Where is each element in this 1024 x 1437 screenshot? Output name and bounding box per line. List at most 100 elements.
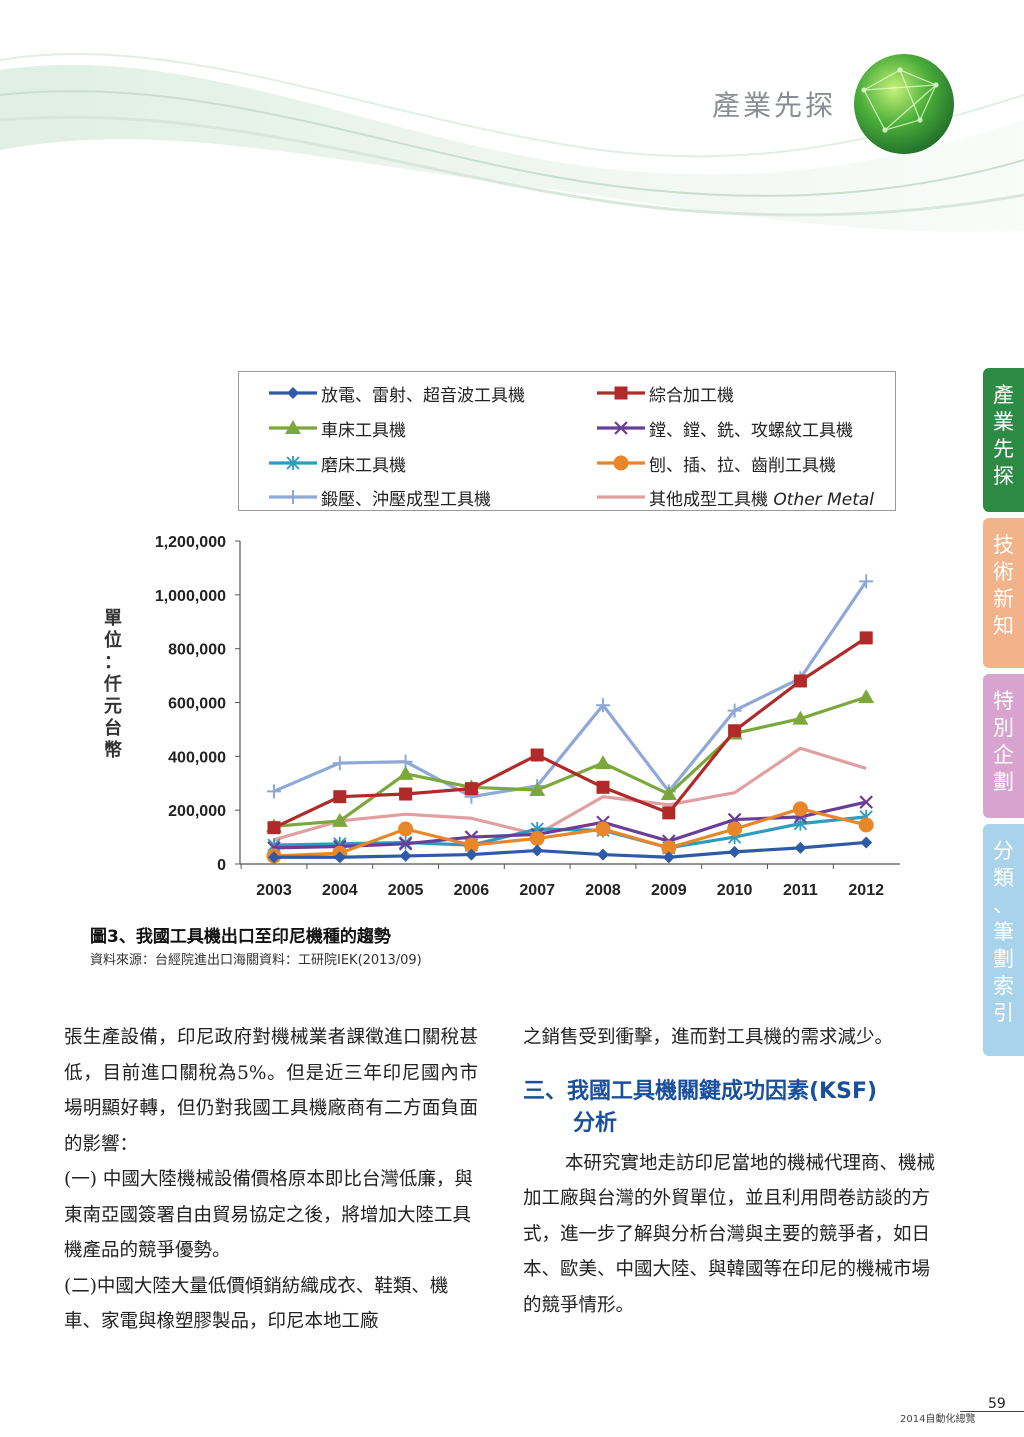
y-tick-label: 1,200,000 bbox=[155, 534, 226, 551]
side-tab-char: 類 bbox=[993, 866, 1014, 890]
legend-item: 放電、雷射、超音波工具機 bbox=[267, 380, 525, 406]
y-tick-label: 600,000 bbox=[168, 696, 226, 713]
export-trend-chart: 0 200,000 400,000 600,000 800,000 1,000,000 1,… bbox=[155, 534, 900, 899]
data-point bbox=[792, 801, 808, 817]
data-point bbox=[728, 724, 742, 738]
legend-swatch bbox=[597, 421, 645, 435]
legend-label: 綜合加工機 bbox=[649, 385, 734, 406]
x-tick-label: 2012 bbox=[848, 882, 884, 899]
x-tick-label: 2008 bbox=[585, 882, 621, 899]
legend-swatch-marker bbox=[613, 455, 629, 471]
series-line bbox=[273, 807, 867, 858]
page-number: 59 bbox=[988, 1396, 1006, 1412]
data-point bbox=[267, 784, 281, 799]
side-tab-char: 業 bbox=[993, 410, 1014, 434]
page-footer: 2014自動化總覽 59 bbox=[900, 1396, 1024, 1428]
legend-item: 車床工具機 bbox=[267, 415, 406, 441]
side-tab-char: 術 bbox=[993, 560, 1014, 584]
series-group bbox=[267, 631, 873, 835]
data-point bbox=[465, 848, 478, 861]
side-tab-char: 產 bbox=[993, 383, 1014, 407]
data-point bbox=[463, 837, 479, 853]
data-point bbox=[859, 574, 874, 589]
side-tab-char: 劃 bbox=[993, 947, 1014, 971]
left-paragraph-3: (二)中國大陸大量低價傾銷紡織成衣、鞋類、機車、家電與橡塑膠製品，印尼本地工廠 bbox=[64, 1275, 449, 1333]
right-column: 之銷售受到衝擊，進而對工具機的需求減少。 三、我國工具機關鍵成功因素(KSF) … bbox=[523, 1020, 938, 1323]
legend-label: 車床工具機 bbox=[321, 420, 406, 441]
series-group bbox=[267, 574, 874, 804]
legend-swatch-marker bbox=[614, 386, 628, 400]
series-line bbox=[273, 695, 867, 828]
legend-label-english: Other Metal bbox=[768, 489, 875, 510]
series-group bbox=[273, 746, 867, 842]
legend-swatch-marker bbox=[286, 456, 300, 470]
side-tab-char: 筆 bbox=[993, 920, 1014, 944]
legend-swatch bbox=[597, 386, 645, 400]
figure-caption: 圖3、我國工具機出口至印尼機種的趨勢 資料來源：台經院進出口海關資料：工研院IE… bbox=[90, 922, 422, 968]
data-point bbox=[792, 710, 809, 725]
section-heading: 三、我國工具機關鍵成功因素(KSF) 分析 bbox=[523, 1076, 938, 1140]
section-heading-line1: 三、我國工具機關鍵成功因素(KSF) bbox=[523, 1078, 878, 1104]
legend-label: 磨床工具機 bbox=[321, 455, 406, 476]
legend-item: 鏜、鏜、銑、攻螺紋工具機 bbox=[595, 415, 853, 441]
x-tick-label: 2007 bbox=[519, 882, 555, 899]
legend-swatch bbox=[269, 387, 317, 399]
legend-label: 鏜、鏜、銑、攻螺紋工具機 bbox=[649, 420, 853, 441]
legend-item: 其他成型工具機 Other Metal bbox=[595, 484, 874, 510]
series-line bbox=[273, 800, 867, 850]
legend-label: 鍛壓、沖壓成型工具機 bbox=[321, 489, 491, 510]
legend-swatch bbox=[597, 495, 645, 499]
side-tab-industry[interactable]: 產業先探 bbox=[983, 368, 1024, 512]
series-line bbox=[273, 580, 868, 799]
right-paragraph-2: 本研究實地走訪印尼當地的機械代理商、機械加工廠與台灣的外貿單位，並且利用問卷訪談… bbox=[523, 1152, 936, 1316]
legend-label: 刨、插、拉、齒削工具機 bbox=[649, 455, 836, 476]
side-tab-technology[interactable]: 技術新知 bbox=[983, 518, 1024, 668]
legend-item: 鍛壓、沖壓成型工具機 bbox=[267, 484, 491, 510]
data-point bbox=[662, 806, 676, 820]
data-point bbox=[858, 689, 875, 704]
figure-source: 資料來源：台經院進出口海關資料：工研院IEK(2013/09) bbox=[90, 953, 422, 968]
legend-item: 綜合加工機 bbox=[595, 380, 734, 406]
legend-swatch-marker bbox=[286, 490, 300, 504]
x-tick-label: 2004 bbox=[322, 882, 358, 899]
side-tab-index[interactable]: 分類、筆劃索引 bbox=[983, 824, 1024, 1056]
series-line bbox=[274, 840, 867, 859]
side-tab-special[interactable]: 特別企劃 bbox=[983, 674, 1024, 818]
y-axis-label-char: 台 bbox=[104, 718, 122, 739]
side-tab-char: 特 bbox=[993, 689, 1014, 713]
y-tick-label: 1,000,000 bbox=[155, 588, 226, 605]
left-column: 張生產設備，印尼政府對機械業者課徵進口關稅甚低，目前進口關稅為5%。但是近三年印… bbox=[64, 1020, 478, 1340]
x-tick-label: 2009 bbox=[651, 882, 687, 899]
x-tick-label: 2003 bbox=[256, 882, 292, 899]
data-point bbox=[332, 756, 347, 771]
y-axis-label-char: 元 bbox=[104, 696, 122, 717]
x-tick-label: 2006 bbox=[454, 882, 490, 899]
side-tab-char: 探 bbox=[993, 464, 1014, 488]
data-point bbox=[398, 837, 413, 851]
legend-swatch-marker bbox=[285, 420, 301, 434]
data-point bbox=[333, 851, 346, 864]
side-tab-char: 引 bbox=[993, 1001, 1014, 1025]
y-axis-label-char: 仟 bbox=[104, 674, 122, 695]
data-point bbox=[596, 780, 610, 794]
side-tabs: 產業先探 技術新知 特別企劃 分類、筆劃索引 bbox=[983, 368, 1024, 1062]
data-point bbox=[529, 781, 546, 796]
series-group bbox=[266, 801, 874, 864]
data-point bbox=[595, 755, 611, 770]
data-point bbox=[333, 790, 347, 804]
legend-item: 磨床工具機 bbox=[267, 450, 406, 476]
globe-icon bbox=[854, 54, 954, 154]
side-tab-char: 、 bbox=[993, 893, 1014, 917]
legend-item: 刨、插、拉、齒削工具機 bbox=[595, 450, 836, 476]
data-point bbox=[597, 848, 609, 861]
y-tick-label: 0 bbox=[217, 857, 226, 874]
data-point bbox=[399, 849, 412, 862]
side-tab-char: 企 bbox=[993, 743, 1014, 767]
side-tab-char: 新 bbox=[993, 587, 1014, 611]
data-point bbox=[267, 821, 281, 835]
legend-swatch-marker bbox=[287, 387, 299, 399]
data-point bbox=[595, 821, 611, 837]
legend-swatch bbox=[269, 420, 317, 434]
side-tab-char: 先 bbox=[993, 437, 1014, 461]
legend-swatch-marker bbox=[614, 421, 628, 435]
